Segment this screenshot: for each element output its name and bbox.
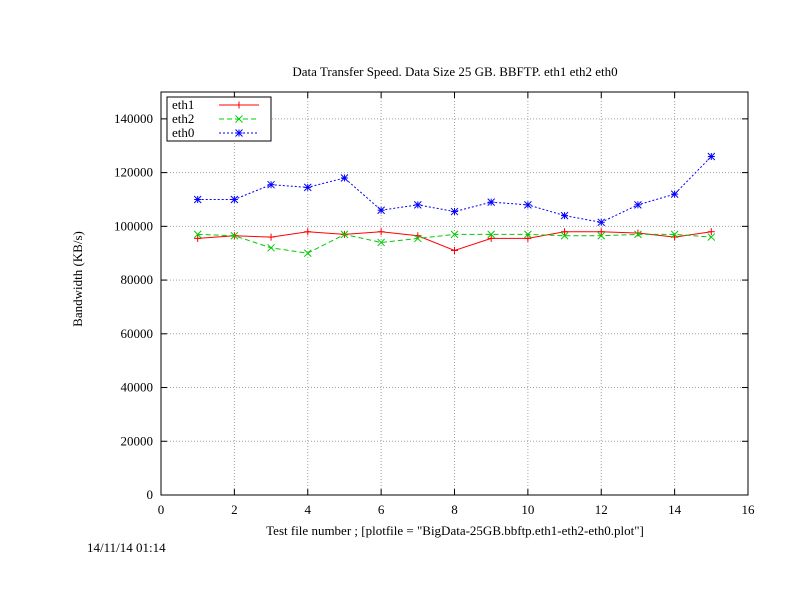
y-tick-label: 80000 — [121, 272, 154, 287]
data-point-eth0 — [413, 200, 422, 209]
data-point-eth2 — [340, 230, 349, 239]
x-tick-label: 4 — [305, 502, 312, 517]
data-point-eth2 — [377, 238, 385, 247]
data-point-eth2 — [267, 243, 275, 252]
y-tick-label: 20000 — [121, 433, 154, 448]
data-point-eth0 — [377, 206, 385, 215]
data-point-eth0 — [340, 174, 349, 182]
data-point-eth1 — [377, 228, 385, 236]
chart-title: Data Transfer Speed. Data Size 25 GB. BB… — [292, 64, 617, 79]
x-tick-label: 12 — [595, 502, 608, 517]
data-point-eth2 — [193, 230, 202, 239]
y-tick-label: 60000 — [121, 326, 154, 341]
data-point-eth0 — [560, 211, 569, 220]
data-point-eth1 — [451, 247, 458, 255]
y-tick-label: 0 — [147, 487, 154, 502]
data-point-eth1 — [634, 229, 642, 237]
data-point-eth1 — [561, 228, 569, 236]
data-point-eth0 — [597, 218, 606, 227]
data-point-eth0 — [450, 207, 459, 216]
data-point-eth2 — [230, 231, 239, 240]
x-tick-label: 10 — [521, 502, 534, 517]
data-point-eth2 — [413, 234, 422, 243]
x-tick-label: 8 — [451, 502, 458, 517]
x-tick-label: 16 — [742, 502, 756, 517]
axes: 0 2 4 6 8 10 12 14 16 0 20000 40000 60000 80000 100000… — [114, 92, 755, 517]
data-point-eth0 — [524, 200, 532, 209]
y-tick-label: 100000 — [114, 218, 153, 233]
data-point-eth1 — [267, 233, 275, 241]
data-point-eth1 — [707, 228, 715, 236]
timestamp: 14/11/14 01:14 — [87, 540, 166, 555]
legend-marker-eth2 — [235, 115, 243, 123]
y-tick-label: 140000 — [114, 111, 153, 126]
data-point-eth2 — [450, 230, 459, 239]
legend-label-eth0: eth0 — [172, 125, 194, 140]
data-point-eth1 — [487, 234, 495, 242]
series-line-eth0 — [197, 156, 712, 223]
y-axis-label: Bandwidth (KB/s) — [70, 231, 85, 327]
x-axis-label: Test file number ; [plotfile = "BigData-… — [266, 523, 644, 538]
data-point-eth0 — [303, 183, 312, 192]
data-point-eth1 — [524, 234, 532, 242]
data-point-eth0 — [634, 200, 642, 209]
y-tick-label: 40000 — [121, 380, 154, 395]
data-point-eth0 — [707, 152, 716, 161]
data-point-eth2 — [670, 230, 679, 239]
data-point-eth0 — [670, 190, 679, 198]
data-point-eth2 — [707, 233, 716, 241]
plot-frame — [160, 91, 749, 496]
data-point-eth2 — [524, 230, 532, 239]
legend-label-eth1: eth1 — [172, 97, 194, 112]
data-point-eth0 — [230, 195, 239, 204]
legend-marker-eth0 — [235, 129, 243, 137]
x-tick-label: 14 — [668, 502, 682, 517]
legend-marker-eth1 — [235, 101, 243, 109]
data-point-eth2 — [303, 249, 312, 258]
data-point-eth1 — [194, 234, 202, 242]
y-tick-label: 120000 — [114, 165, 153, 180]
data-point-eth2 — [487, 230, 496, 239]
x-tick-label: 0 — [158, 502, 165, 517]
x-tick-label: 2 — [231, 502, 238, 517]
data-point-eth2 — [597, 231, 606, 240]
data-point-eth0 — [193, 195, 202, 204]
series-layer — [193, 152, 716, 258]
grid — [161, 92, 748, 495]
data-point-eth1 — [597, 228, 605, 236]
x-tick-label: 6 — [378, 502, 385, 517]
data-point-eth0 — [267, 180, 275, 189]
data-point-eth2 — [560, 231, 569, 240]
legend-label-eth2: eth2 — [172, 111, 194, 126]
data-point-eth2 — [634, 230, 642, 239]
data-point-eth1 — [304, 228, 312, 236]
data-point-eth0 — [487, 198, 496, 207]
